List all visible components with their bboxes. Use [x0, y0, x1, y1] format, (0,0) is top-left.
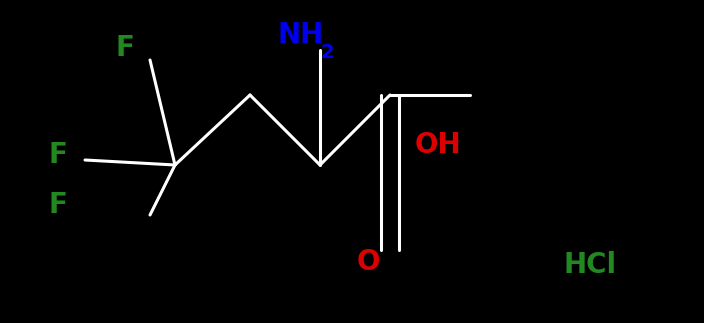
Text: F: F [49, 141, 68, 169]
Text: 2: 2 [320, 43, 334, 62]
Text: OH: OH [415, 131, 462, 159]
Text: F: F [115, 34, 134, 62]
Text: O: O [356, 248, 379, 276]
Text: F: F [49, 191, 68, 219]
Text: HCl: HCl [563, 251, 617, 279]
Text: NH: NH [278, 21, 325, 49]
